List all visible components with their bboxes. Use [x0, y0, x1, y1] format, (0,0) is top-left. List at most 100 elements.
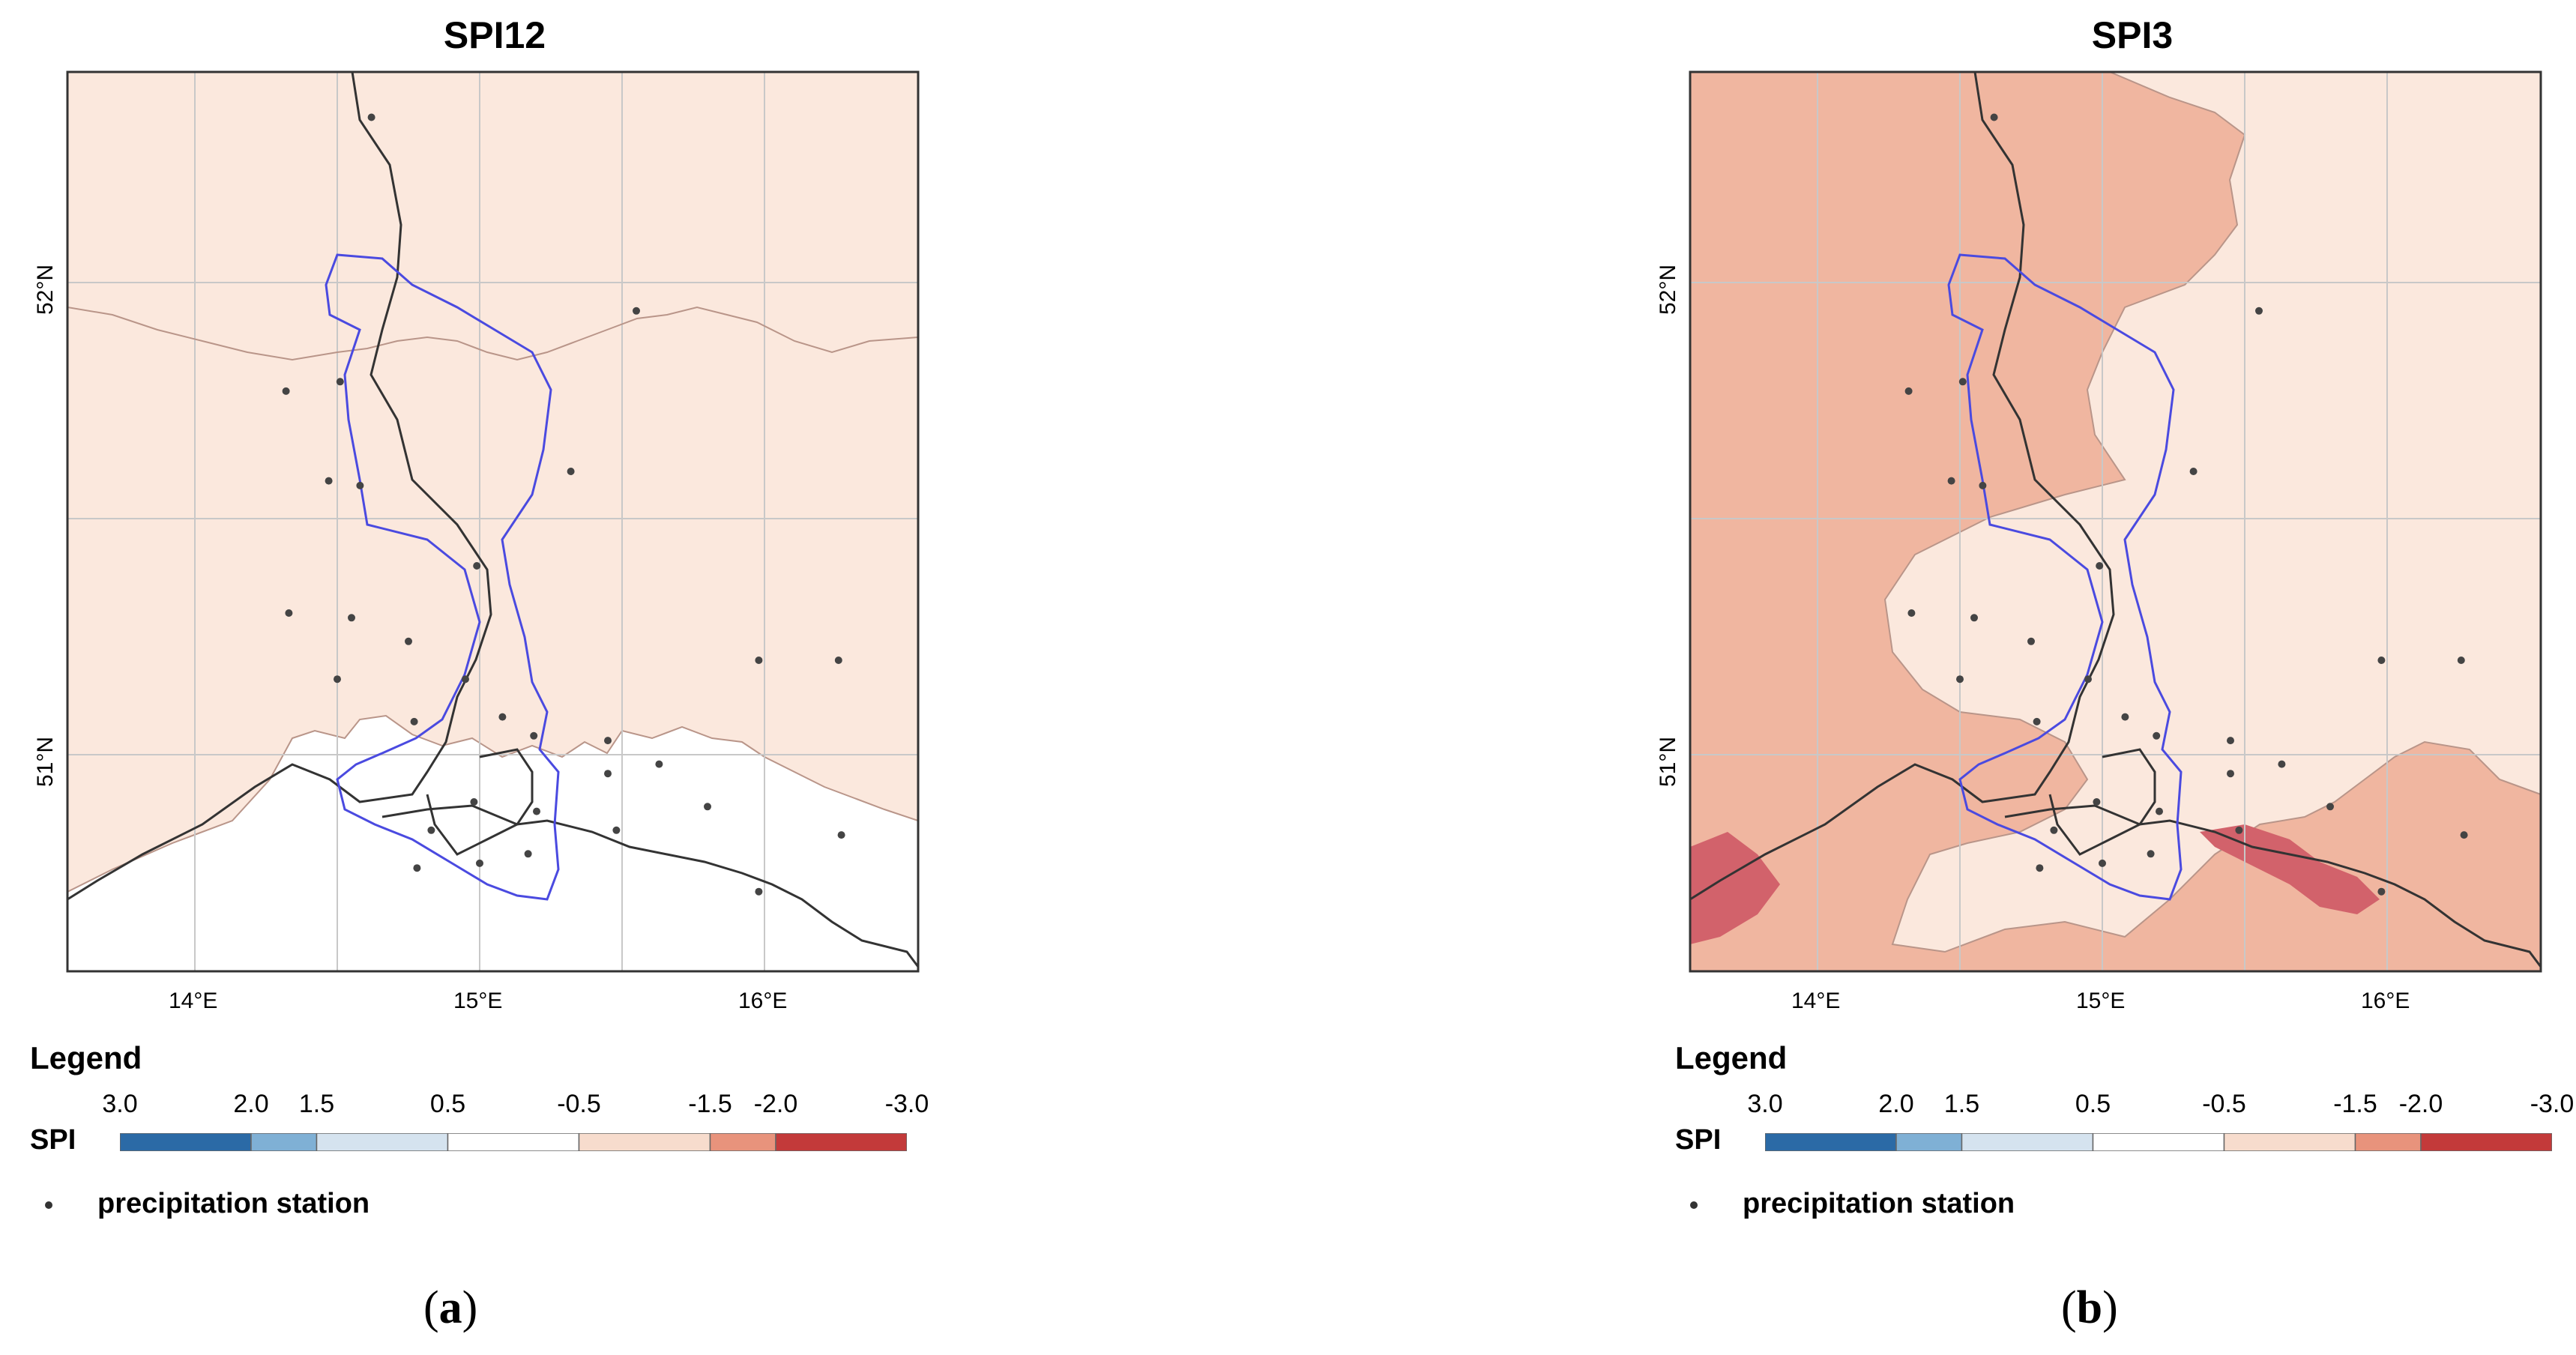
lon-label-16: 16°E [738, 989, 787, 1013]
station-marker [530, 731, 538, 740]
station-legend-label: precipitation station [1743, 1188, 2015, 1219]
station-marker [348, 614, 355, 622]
legend-class-swatch [2354, 1133, 2422, 1151]
lon-label-14: 14°E [169, 989, 217, 1013]
legend-class-swatch [2420, 1133, 2552, 1151]
legend-title: Legend [30, 1040, 142, 1075]
station-marker [704, 803, 711, 811]
station-marker [1970, 614, 1978, 622]
map-title: SPI3 [2091, 14, 2174, 56]
station-marker [2189, 468, 2198, 475]
station-marker [2084, 675, 2092, 683]
station-marker [604, 770, 612, 778]
legend-tick-label: 2.0 [1878, 1090, 1914, 1118]
legend-tick-label: 1.5 [1943, 1090, 1980, 1118]
station-marker [2156, 807, 2163, 815]
legend-tick-label: -1.5 [2333, 1090, 2377, 1118]
station-marker [2050, 826, 2058, 834]
panel-caption-a: (a) [423, 1282, 478, 1333]
map-panel-spi12: SPI12 [7, 0, 982, 1355]
station-marker [2278, 760, 2286, 768]
station-marker [476, 859, 483, 867]
spi-contour [67, 306, 918, 361]
caption-letter: a [438, 1282, 462, 1333]
station-legend-label: precipitation station [97, 1188, 370, 1219]
spi-region-normal [67, 714, 918, 971]
legend-index-label: SPI [30, 1124, 76, 1156]
station-marker [367, 113, 375, 121]
legend-tick-label: -0.5 [557, 1090, 601, 1118]
station-dot-icon [1690, 1201, 1698, 1209]
station-marker [834, 657, 842, 664]
legend-class-swatch [775, 1133, 907, 1151]
station-marker [336, 378, 344, 386]
station-marker [524, 850, 532, 858]
station-marker [2457, 657, 2465, 664]
legend-tick-label: 3.0 [1747, 1090, 1783, 1118]
station-marker [1956, 675, 1964, 683]
station-marker [1990, 113, 1998, 121]
catchment-boundary [325, 253, 560, 901]
legend-tick-label: -3.0 [884, 1090, 929, 1118]
station-marker [405, 637, 412, 645]
station-marker [2377, 887, 2386, 896]
station-marker [427, 826, 435, 834]
national-border [381, 804, 918, 968]
lat-label-51: 51°N [1656, 737, 1680, 787]
station-marker [2033, 717, 2041, 725]
map-frame [1689, 70, 2542, 973]
legend-class-swatch [1895, 1133, 1963, 1151]
legend-class-swatch [1765, 1133, 1897, 1151]
legend-tick-label: -1.5 [688, 1090, 732, 1118]
map-frame [66, 70, 920, 973]
legend-tick-label: 3.0 [102, 1090, 138, 1118]
precipitation-stations [1904, 113, 2468, 896]
legend-class-swatch [578, 1133, 711, 1151]
legend-tick-label: -0.5 [2202, 1090, 2246, 1118]
station-marker [498, 713, 507, 721]
legend-class-swatch [1961, 1133, 2094, 1151]
station-marker [2377, 657, 2386, 664]
station-marker [1904, 387, 1913, 395]
station-marker [462, 675, 469, 683]
station-marker [1958, 378, 1967, 386]
national-border [67, 72, 492, 901]
station-marker [533, 807, 540, 815]
station-marker [325, 477, 333, 485]
caption-letter: b [2076, 1282, 2103, 1333]
station-marker [1979, 481, 1987, 489]
legend-color-bar [1765, 1133, 2552, 1151]
legend-tick-label: 2.0 [233, 1090, 269, 1118]
legend-title: Legend [1675, 1040, 1788, 1075]
catchment-boundary [1947, 253, 2183, 901]
legend-class-swatch [250, 1133, 318, 1151]
lon-label-14: 14°E [1791, 989, 1840, 1013]
lon-label-15: 15°E [453, 989, 502, 1013]
station-marker [655, 760, 663, 768]
legend-class-swatch [709, 1133, 776, 1151]
station-marker [2153, 731, 2161, 740]
station-legend: precipitation station [45, 1188, 369, 1220]
lat-label-52: 52°N [1656, 265, 1680, 315]
station-marker [413, 864, 421, 872]
station-marker [1907, 609, 1916, 617]
station-marker [837, 831, 845, 839]
station-marker [2460, 831, 2468, 839]
station-marker [2099, 859, 2106, 867]
national-border [2004, 804, 2541, 968]
station-marker [1947, 477, 1955, 485]
station-marker [285, 609, 293, 617]
station-dot-icon [45, 1201, 52, 1209]
station-marker [2147, 850, 2155, 858]
station-marker [470, 798, 478, 806]
legend-tick-label: -2.0 [2398, 1090, 2443, 1118]
legend-tick-label: -3.0 [2530, 1090, 2575, 1118]
station-marker [755, 887, 763, 896]
legend-class-swatch [447, 1133, 580, 1151]
lat-label-51: 51°N [33, 737, 58, 787]
station-marker [334, 675, 341, 683]
station-marker [473, 562, 481, 570]
station-marker [2093, 798, 2101, 806]
station-marker [410, 717, 418, 725]
legend-class-swatch [2092, 1133, 2225, 1151]
